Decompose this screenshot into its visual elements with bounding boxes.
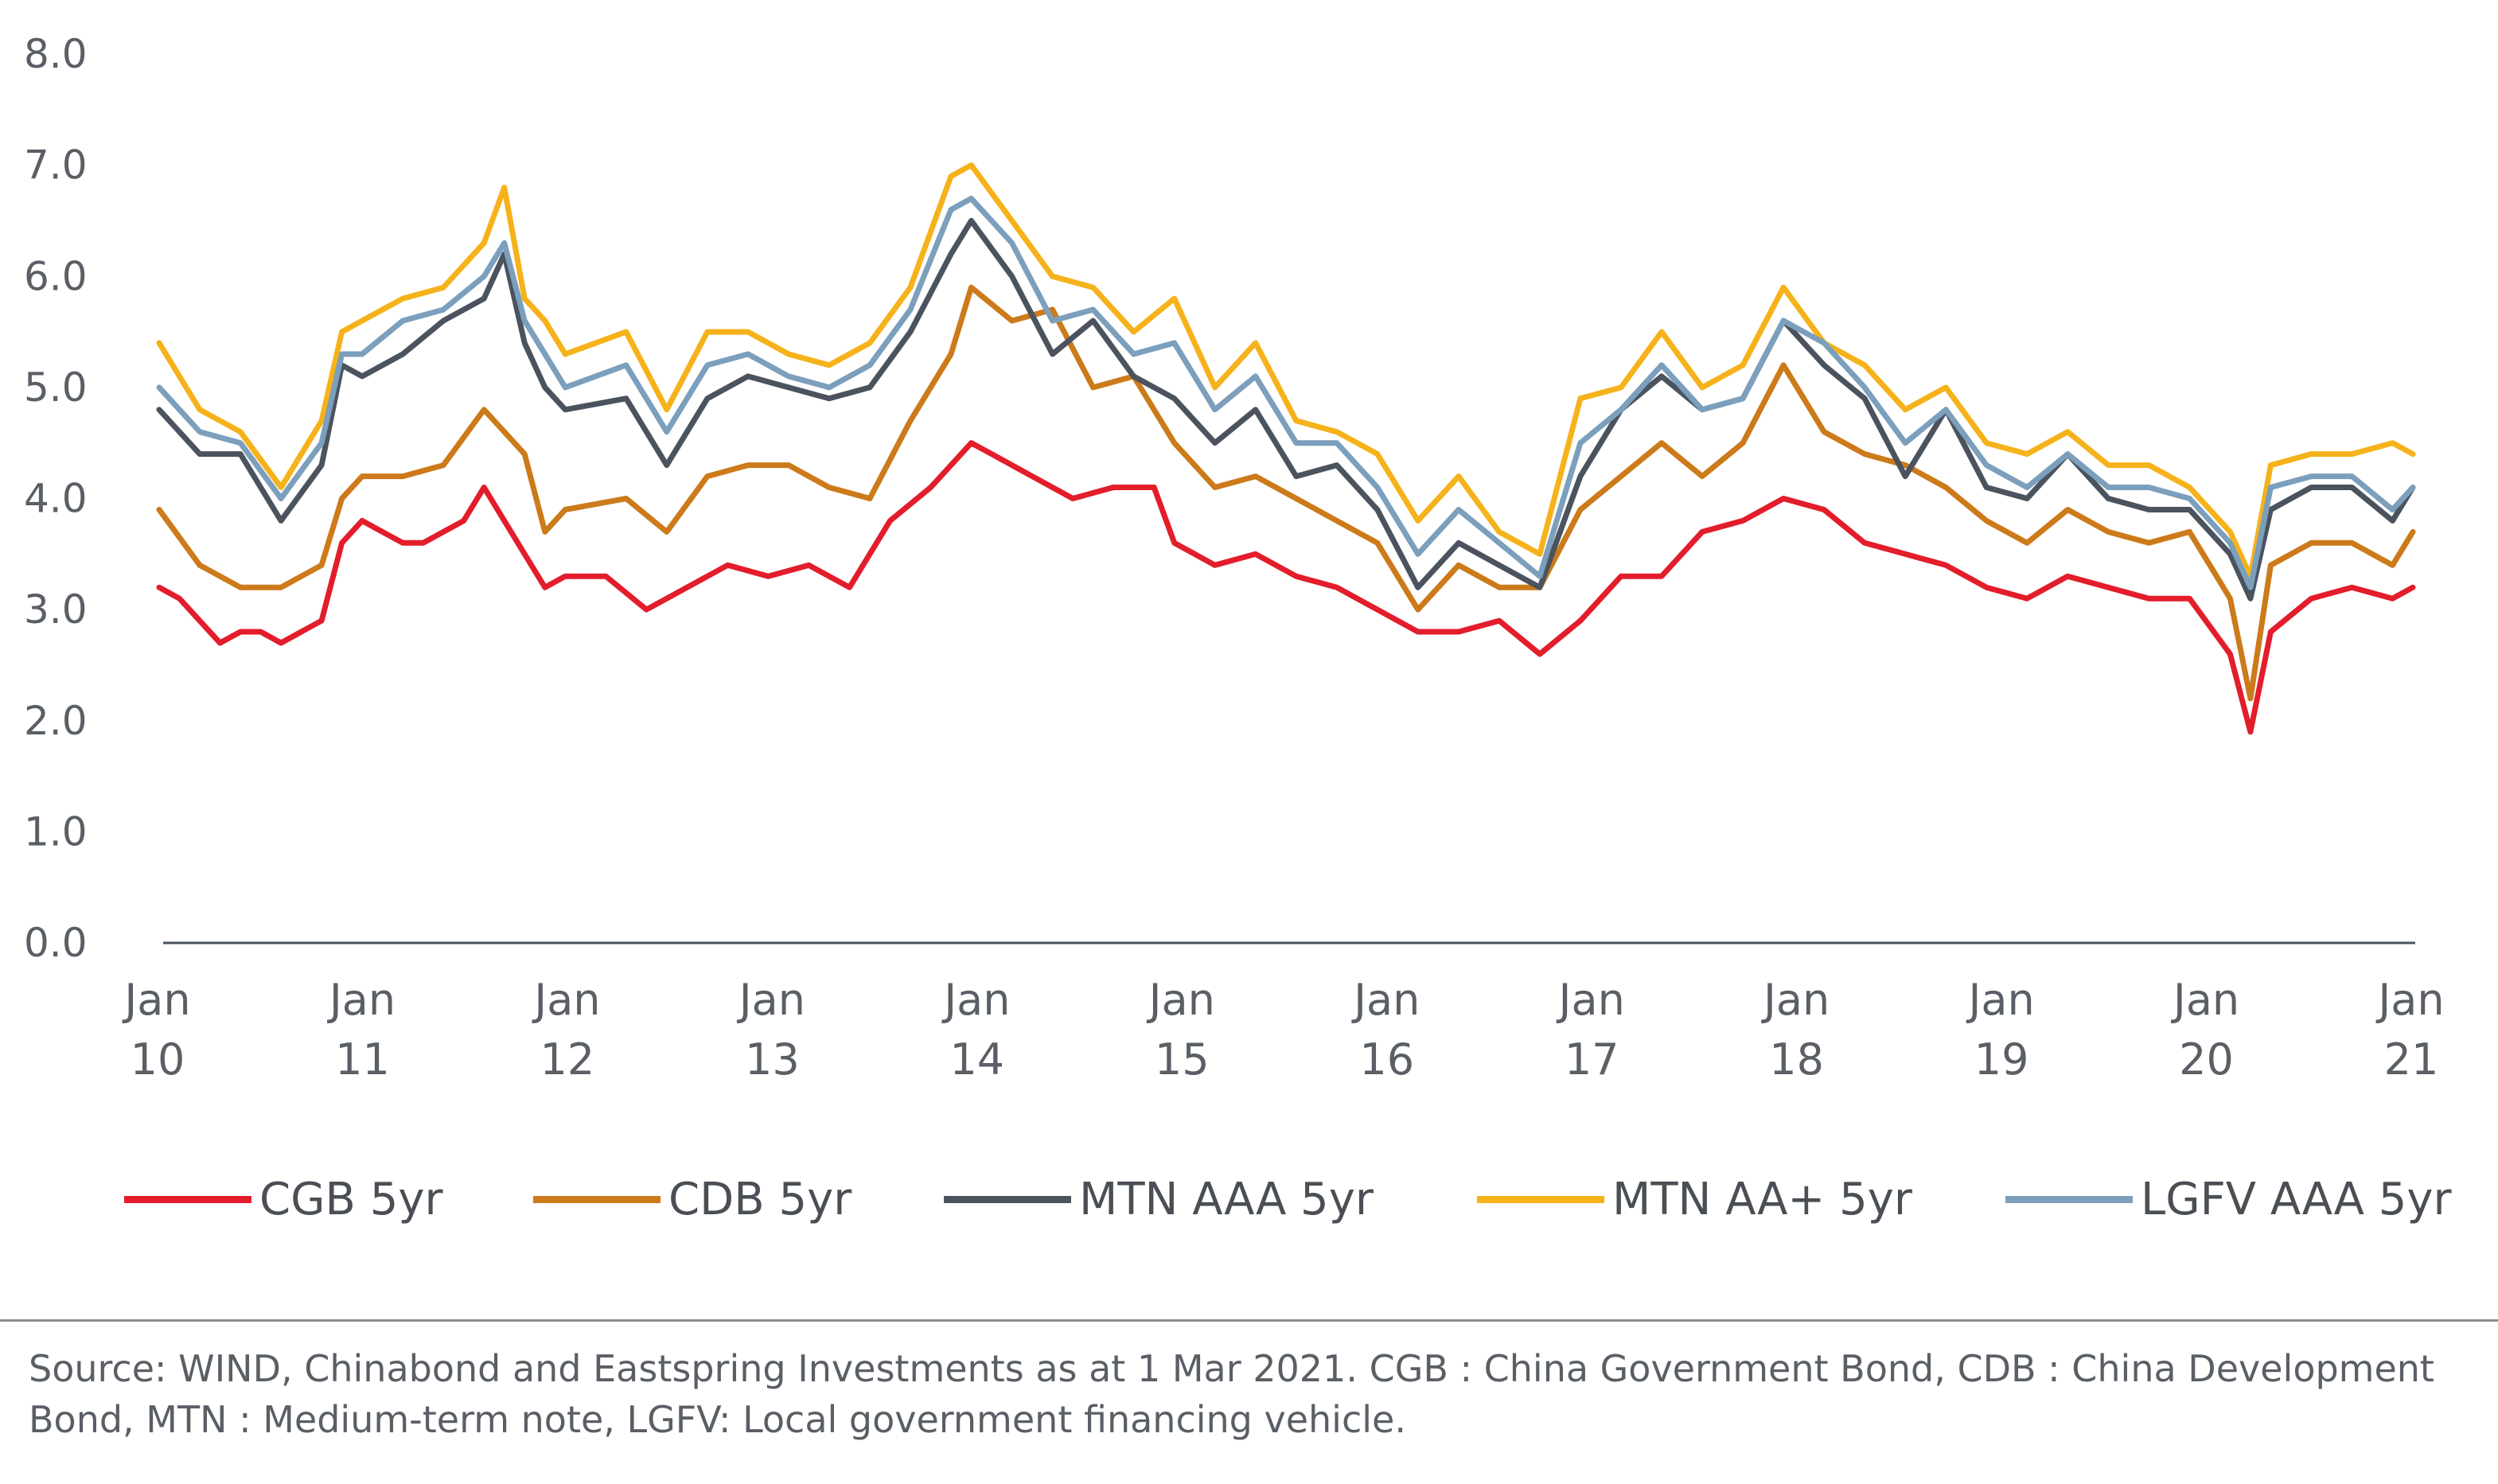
y-tick-label: 8.0 [24, 31, 88, 77]
x-tick-label: Jan 11 [327, 975, 396, 1085]
x-tick-year: 14 [949, 1034, 1004, 1085]
x-tick-year: 13 [745, 1034, 800, 1085]
legend: CGB 5yr CDB 5yr MTN AAA 5yr MTN AA+ 5yr … [0, 1163, 2498, 1235]
y-tick-label: 3.0 [24, 586, 88, 633]
source-line-2: Bond, MTN : Medium-term note, LGFV: Loca… [29, 1398, 1406, 1441]
series-lines [156, 162, 2416, 735]
x-tick-label: Jan 10 [122, 975, 190, 1085]
x-tick-year: 15 [1155, 1034, 1210, 1085]
x-tick-year: 21 [2384, 1034, 2439, 1085]
x-tick-year: 12 [540, 1034, 595, 1085]
x-tick-month: Jan [122, 975, 190, 1025]
legend-swatch [944, 1195, 1071, 1203]
footnote-divider [0, 1319, 2498, 1322]
y-tick-label: 5.0 [24, 364, 88, 411]
x-tick-year: 11 [335, 1034, 390, 1085]
x-tick-label: Jan 14 [941, 975, 1010, 1085]
series-line-lgfv-aaa-5yr [156, 196, 2416, 590]
x-axis-ticks: Jan 10 Jan 11 Jan 12 Jan 13 Jan 14 Jan 15 Jan 16 Jan 17… [122, 975, 2444, 1085]
y-tick-label: 2.0 [24, 698, 88, 744]
x-tick-label: Jan 18 [1761, 975, 1830, 1085]
x-tick-month: Jan [1147, 975, 1215, 1025]
x-tick-month: Jan [1966, 975, 2034, 1025]
y-tick-label: 6.0 [24, 253, 88, 299]
x-tick-month: Jan [1351, 975, 1420, 1025]
x-tick-label: Jan 21 [2375, 975, 2444, 1085]
legend-swatch [124, 1195, 251, 1203]
legend-label: MTN AA+ 5yr [1612, 1173, 1912, 1225]
x-tick-label: Jan 17 [1557, 975, 1625, 1085]
x-tick-month: Jan [327, 975, 396, 1025]
x-tick-month: Jan [2171, 975, 2239, 1025]
x-tick-label: Jan 16 [1351, 975, 1420, 1085]
series-line-mtn-aa-plus-5yr [156, 162, 2416, 579]
legend-swatch [533, 1195, 661, 1203]
legend-swatch [2005, 1195, 2133, 1203]
legend-item-mtn-aa-plus-5yr: MTN AA+ 5yr [1477, 1163, 1912, 1235]
series-line-cgb-5yr [156, 440, 2416, 735]
legend-label: CDB 5yr [668, 1173, 852, 1225]
legend-swatch [1477, 1195, 1604, 1203]
x-tick-month: Jan [532, 975, 600, 1025]
y-tick-label: 4.0 [24, 476, 88, 522]
y-tick-label: 1.0 [24, 808, 88, 855]
legend-item-mtn-aaa-5yr: MTN AAA 5yr [944, 1163, 1374, 1235]
y-tick-label: 0.0 [24, 920, 88, 966]
x-tick-label: Jan 19 [1966, 975, 2034, 1085]
legend-item-cgb-5yr: CGB 5yr [124, 1163, 443, 1235]
x-tick-label: Jan 15 [1147, 975, 1215, 1085]
legend-label: MTN AAA 5yr [1079, 1173, 1374, 1225]
x-tick-label: Jan 13 [737, 975, 805, 1085]
x-tick-month: Jan [1761, 975, 1830, 1025]
x-tick-month: Jan [2375, 975, 2444, 1025]
x-tick-year: 16 [1359, 1034, 1414, 1085]
legend-label: CGB 5yr [259, 1173, 443, 1225]
x-tick-label: Jan 20 [2171, 975, 2239, 1085]
legend-item-lgfv-aaa-5yr: LGFV AAA 5yr [2005, 1163, 2452, 1235]
x-tick-year: 18 [1769, 1034, 1824, 1085]
x-tick-month: Jan [737, 975, 805, 1025]
x-tick-year: 10 [131, 1034, 185, 1085]
y-tick-label: 7.0 [24, 142, 88, 189]
x-tick-year: 19 [1974, 1034, 2029, 1085]
source-line-1: Source: WIND, Chinabond and Eastspring I… [29, 1347, 2434, 1390]
source-footnote: Source: WIND, Chinabond and Eastspring I… [29, 1343, 2464, 1445]
x-tick-month: Jan [941, 975, 1010, 1025]
x-tick-month: Jan [1557, 975, 1625, 1025]
x-tick-label: Jan 12 [532, 975, 600, 1085]
legend-label: LGFV AAA 5yr [2141, 1173, 2452, 1225]
x-tick-year: 17 [1565, 1034, 1619, 1085]
y-axis-ticks: 0.0 1.0 2.0 3.0 4.0 5.0 6.0 7.0 8.0 [24, 31, 88, 966]
legend-item-cdb-5yr: CDB 5yr [533, 1163, 852, 1235]
x-tick-year: 20 [2179, 1034, 2234, 1085]
series-line-mtn-aaa-5yr [156, 217, 2416, 602]
series-line-cdb-5yr [156, 284, 2416, 702]
